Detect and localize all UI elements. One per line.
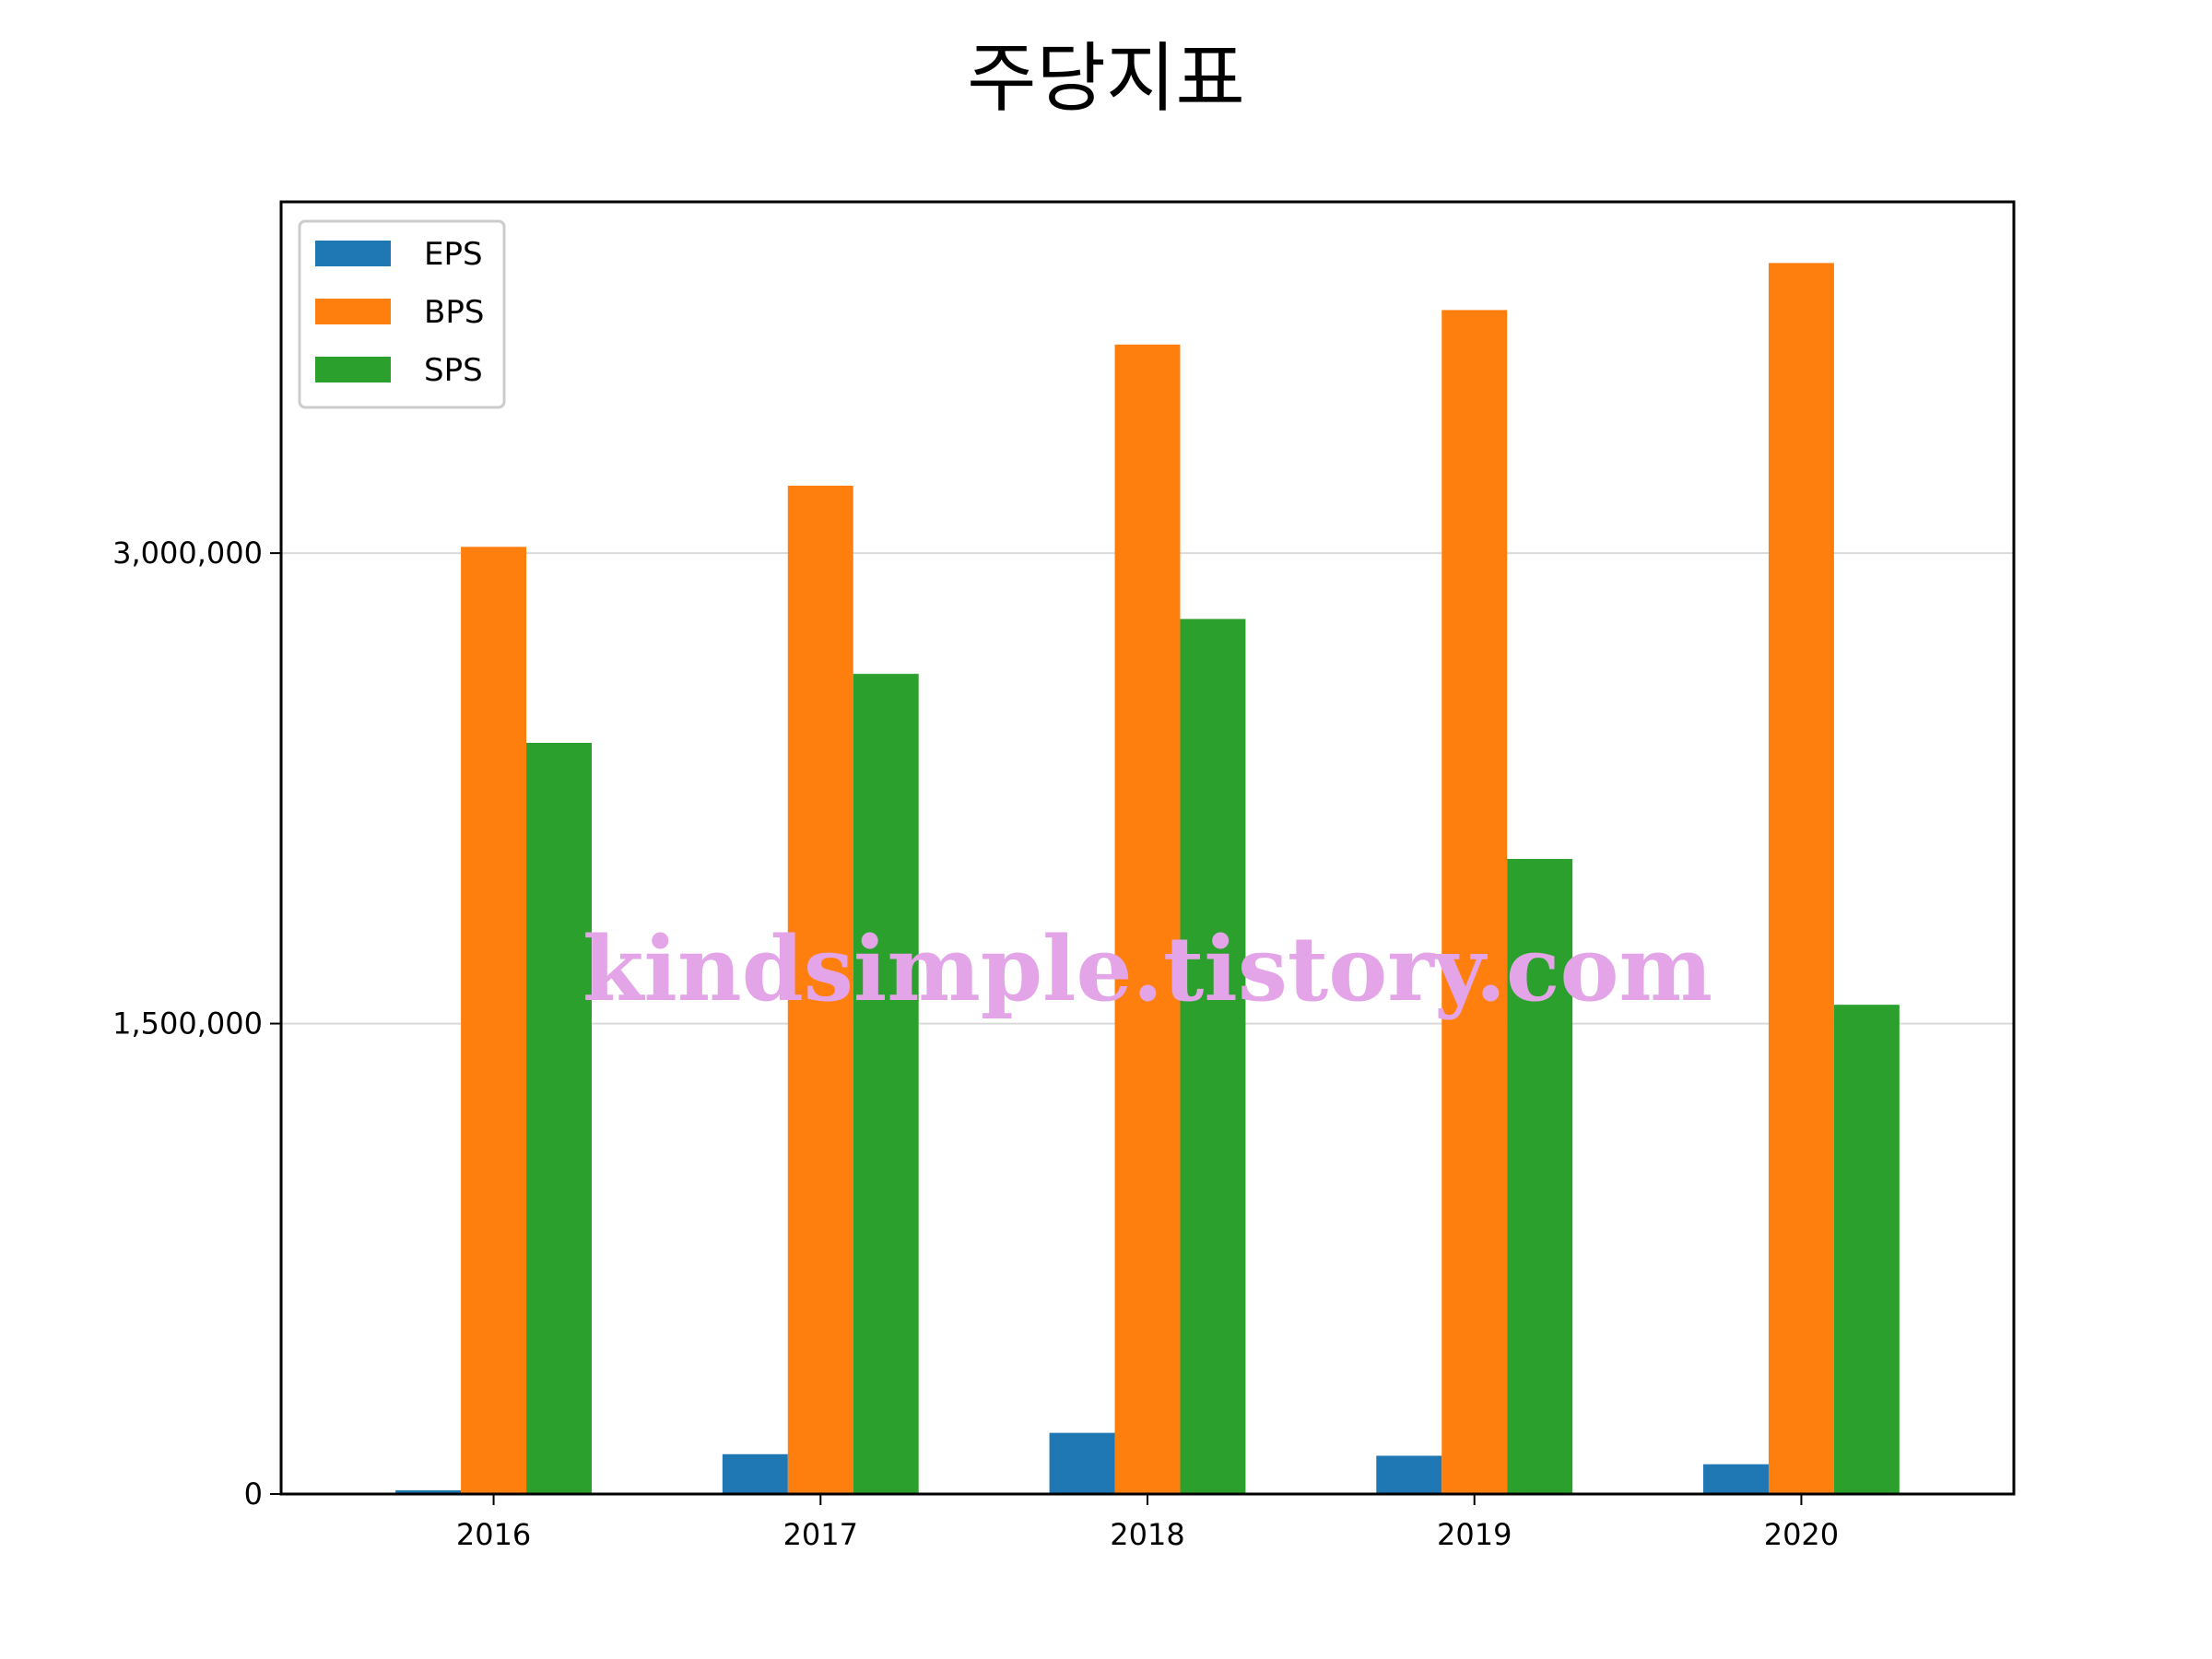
bars xyxy=(395,263,1900,1495)
x-tick-label: 2019 xyxy=(1437,1517,1512,1552)
bar-eps-2018 xyxy=(1049,1432,1115,1494)
y-tick-label: 1,500,000 xyxy=(112,1006,263,1041)
y-tick-label: 3,000,000 xyxy=(112,535,263,571)
bar-bps-2020 xyxy=(1768,263,1834,1494)
x-tick-label: 2017 xyxy=(783,1517,858,1552)
bar-eps-2017 xyxy=(722,1453,788,1494)
legend[interactable]: EPS BPS SPS xyxy=(298,219,506,409)
legend-swatch-eps xyxy=(315,241,391,266)
chart-title: 주당지표 xyxy=(967,35,1245,123)
x-tick-label: 2016 xyxy=(456,1517,531,1552)
x-tick-label: 2018 xyxy=(1110,1517,1184,1552)
legend-label-sps: SPS xyxy=(424,352,483,389)
legend-label-eps: EPS xyxy=(424,236,483,273)
bar-bps-2019 xyxy=(1441,310,1508,1494)
bar-eps-2019 xyxy=(1376,1455,1442,1494)
bar-eps-2020 xyxy=(1703,1464,1769,1494)
bar-sps-2019 xyxy=(1507,858,1573,1494)
x-tick-label: 2020 xyxy=(1764,1517,1839,1552)
bar-sps-2020 xyxy=(1833,1005,1900,1494)
y-tick-label: 0 xyxy=(244,1477,263,1512)
legend-label-bps: BPS xyxy=(424,294,484,331)
bar-bps-2016 xyxy=(461,547,527,1495)
bar-sps-2018 xyxy=(1180,618,1246,1494)
bar-sps-2016 xyxy=(526,743,592,1494)
bar-sps-2017 xyxy=(853,674,919,1494)
watermark-text: kindsimple.tistory.com xyxy=(582,917,1712,1021)
legend-swatch-sps xyxy=(315,357,391,382)
bar-eps-2016 xyxy=(395,1489,462,1494)
bar-bps-2018 xyxy=(1114,344,1181,1494)
legend-swatch-bps xyxy=(315,299,391,324)
x-axis: 2016 2017 2018 2019 2020 xyxy=(456,1494,1839,1552)
y-axis: 0 1,500,000 3,000,000 xyxy=(112,535,281,1512)
bar-bps-2017 xyxy=(787,485,853,1494)
